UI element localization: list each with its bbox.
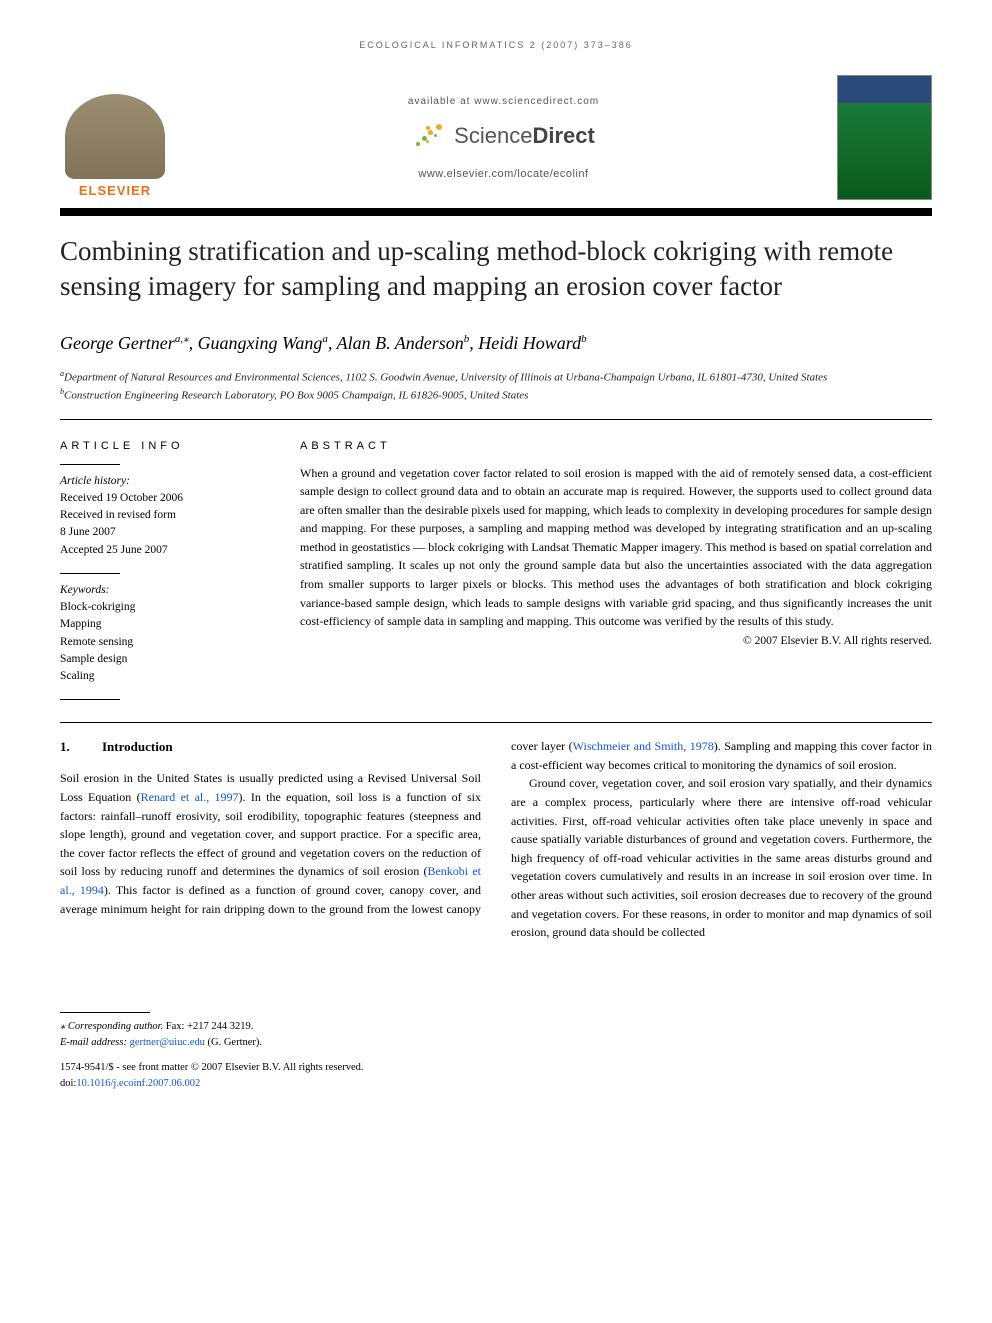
email-label: E-mail address: [60, 1037, 130, 1048]
body-section: 1.Introduction Soil erosion in the Unite… [60, 723, 932, 942]
info-abstract-row: ARTICLE INFO Article history: Received 1… [60, 420, 932, 723]
sd-name-light: Science [454, 123, 532, 148]
affiliation-a: aDepartment of Natural Resources and Env… [60, 368, 932, 386]
abstract-column: ABSTRACT When a ground and vegetation co… [300, 440, 932, 709]
keyword: Scaling [60, 670, 95, 682]
keyword: Sample design [60, 653, 127, 665]
article-title: Combining stratification and up-scaling … [60, 234, 932, 304]
sep: , [189, 333, 198, 353]
section-heading: 1.Introduction [60, 737, 481, 757]
revised-line1: Received in revised form [60, 509, 176, 521]
section-number: 1. [60, 737, 102, 757]
available-at-text: available at www.sciencedirect.com [170, 96, 837, 107]
received-date: Received 19 October 2006 [60, 492, 183, 504]
sd-name-bold: Direct [532, 123, 594, 148]
issn-copyright: 1574-9541/$ - see front matter © 2007 El… [60, 1062, 363, 1073]
affil-b-text: Construction Engineering Research Labora… [64, 390, 528, 402]
abstract-copyright: © 2007 Elsevier B.V. All rights reserved… [300, 635, 932, 647]
body-text: ). [714, 739, 725, 753]
sep: , [328, 333, 337, 353]
title-separator-bar [60, 208, 932, 216]
bottom-copyright: 1574-9541/$ - see front matter © 2007 El… [60, 1060, 932, 1092]
two-column-body: 1.Introduction Soil erosion in the Unite… [60, 737, 932, 942]
email-suffix: (G. Gertner). [205, 1037, 262, 1048]
doi-label: doi: [60, 1078, 76, 1089]
sciencedirect-logo: ScienceDirect [170, 122, 837, 150]
affiliations: aDepartment of Natural Resources and Env… [60, 368, 932, 404]
keywords-label: Keywords: [60, 584, 109, 596]
short-rule [60, 699, 120, 700]
paragraph: Ground cover, vegetation cover, and soil… [511, 774, 932, 941]
affiliation-b: bConstruction Engineering Research Labor… [60, 386, 932, 404]
author-4: Heidi Howard [478, 333, 581, 353]
journal-url: www.elsevier.com/locate/ecolinf [170, 168, 837, 180]
keyword: Remote sensing [60, 636, 133, 648]
short-rule [60, 464, 120, 465]
author-4-affil: b [581, 333, 587, 345]
author-1: George Gertner [60, 333, 175, 353]
page-container: ECOLOGICAL INFORMATICS 2 (2007) 373–386 … [0, 0, 992, 1122]
sciencedirect-name: ScienceDirect [454, 123, 595, 149]
article-info-column: ARTICLE INFO Article history: Received 1… [60, 440, 260, 709]
top-banner: ELSEVIER available at www.sciencedirect.… [60, 75, 932, 200]
author-2: Guangxing Wang [198, 333, 323, 353]
short-rule [60, 573, 120, 574]
footer-area: ⁎ Corresponding author. Fax: +217 244 32… [60, 1012, 932, 1092]
keyword: Block-cokriging [60, 601, 135, 613]
elsevier-logo: ELSEVIER [60, 78, 170, 198]
article-info-label: ARTICLE INFO [60, 440, 260, 452]
author-1-affil: a, [175, 333, 183, 345]
citation-link[interactable]: Renard et al., 1997 [141, 790, 239, 804]
journal-cover-thumbnail [837, 75, 932, 200]
abstract-label: ABSTRACT [300, 440, 932, 452]
section-title: Introduction [102, 739, 173, 754]
accepted-date: Accepted 25 June 2007 [60, 544, 168, 556]
citation-link[interactable]: Wischmeier and Smith, 1978 [573, 739, 714, 753]
corresponding-author-footnote: ⁎ Corresponding author. Fax: +217 244 32… [60, 1019, 932, 1051]
revised-line2: 8 June 2007 [60, 526, 116, 538]
article-history: Article history: Received 19 October 200… [60, 473, 260, 569]
keywords-block: Keywords: Block-cokriging Mapping Remote… [60, 582, 260, 696]
elsevier-wordmark: ELSEVIER [79, 183, 151, 198]
corr-author-fax: Fax: +217 244 3219. [163, 1021, 253, 1032]
sep: , [469, 333, 478, 353]
doi-link[interactable]: 10.1016/j.ecoinf.2007.06.002 [76, 1078, 200, 1089]
author-3: Alan B. Anderson [337, 333, 464, 353]
corr-author-label: ⁎ Corresponding author. [60, 1021, 163, 1032]
abstract-text: When a ground and vegetation cover facto… [300, 464, 932, 631]
history-label: Article history: [60, 475, 130, 487]
sciencedirect-block: available at www.sciencedirect.com Scien… [170, 96, 837, 180]
affil-a-text: Department of Natural Resources and Envi… [64, 372, 827, 384]
running-header: ECOLOGICAL INFORMATICS 2 (2007) 373–386 [60, 40, 932, 50]
email-link[interactable]: gertner@uiuc.edu [130, 1037, 205, 1048]
author-list: George Gertnera,⁎, Guangxing Wanga, Alan… [60, 332, 932, 354]
footnote-rule [60, 1012, 150, 1013]
elsevier-tree-icon [65, 94, 165, 179]
sciencedirect-dots-icon [412, 122, 450, 150]
keyword: Mapping [60, 618, 102, 630]
